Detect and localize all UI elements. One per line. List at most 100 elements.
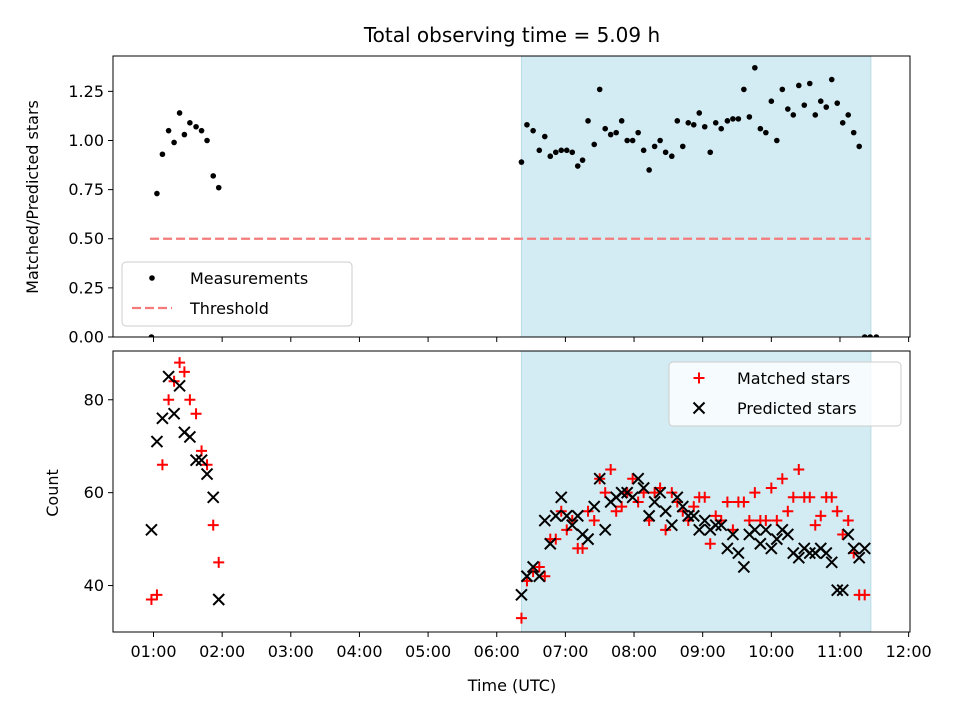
legend-label: Predicted stars [737, 399, 857, 418]
data-point [792, 551, 805, 564]
data-point [749, 487, 761, 499]
data-point [563, 147, 570, 154]
y-tick-label: 40 [84, 576, 104, 595]
axes-frame [112, 55, 911, 338]
data-point [668, 153, 675, 160]
data-point [704, 538, 716, 550]
data-point [842, 515, 854, 527]
data-point [196, 445, 208, 457]
data-point [657, 137, 663, 144]
data-point [579, 157, 586, 163]
x-tick-label: 10:00 [748, 642, 794, 661]
data-point [754, 537, 767, 550]
data-point [162, 370, 175, 383]
data-point [836, 583, 849, 597]
data-point [785, 106, 791, 112]
data-point [817, 98, 824, 104]
data-point [571, 509, 584, 523]
data-point [215, 184, 222, 191]
x-tick-label: 03:00 [268, 642, 314, 661]
data-point [566, 518, 579, 532]
data-point [873, 334, 880, 337]
data-point [850, 129, 857, 136]
data-point [787, 491, 799, 503]
data-point [646, 167, 652, 173]
data-point [602, 125, 609, 132]
data-point [538, 514, 552, 527]
data-point [648, 495, 661, 509]
data-point [812, 112, 819, 118]
data-point [665, 518, 678, 532]
y-axis-label-counts: Count [43, 469, 62, 517]
data-point [607, 131, 614, 138]
data-point [735, 116, 742, 122]
data-point [598, 523, 612, 537]
observing-window [520, 55, 872, 338]
legend-box [668, 361, 902, 427]
y-tick-label: 0.25 [68, 278, 104, 297]
data-point [737, 560, 751, 574]
data-point [699, 491, 711, 503]
data-point [651, 143, 658, 150]
data-point [782, 505, 794, 517]
data-point [757, 125, 764, 132]
data-point [599, 487, 611, 499]
data-point [825, 556, 838, 569]
data-point [779, 86, 786, 93]
data-point [759, 523, 773, 537]
data-point [823, 104, 830, 110]
data-point [746, 114, 753, 120]
data-point [596, 86, 603, 93]
data-point [154, 190, 160, 197]
data-point [698, 514, 711, 527]
data-point [569, 149, 576, 156]
data-point [856, 143, 863, 150]
data-point [585, 118, 591, 124]
data-point [842, 528, 855, 541]
data-point [828, 76, 835, 83]
x-tick-label: 06:00 [474, 642, 520, 661]
data-point [190, 408, 202, 420]
data-point [738, 496, 750, 508]
data-point [715, 518, 728, 532]
data-point [837, 528, 849, 540]
data-point [148, 334, 155, 337]
x-tick-label: 01:00 [130, 642, 176, 661]
data-point [724, 118, 731, 124]
y-tick-label: 0.75 [68, 180, 104, 199]
y-tick-label: 0.00 [68, 328, 104, 347]
data-point [770, 532, 784, 546]
data-point [624, 137, 630, 144]
data-point [524, 121, 530, 128]
data-point [629, 137, 636, 144]
data-point [520, 570, 534, 583]
data-point [847, 542, 860, 555]
data-point [635, 129, 641, 136]
data-point [730, 116, 736, 122]
data-point [171, 139, 177, 146]
data-point [820, 546, 833, 560]
data-point [696, 110, 703, 116]
data-point [189, 453, 203, 467]
data-point [165, 127, 172, 134]
data-point [765, 542, 778, 555]
axes-frame [112, 350, 911, 633]
data-point [558, 147, 565, 154]
legend-marker [149, 275, 155, 281]
y-axis-label-ratio: Matched/Predicted stars [23, 100, 42, 294]
data-point [809, 519, 821, 531]
data-point [560, 509, 573, 523]
data-point [187, 120, 193, 126]
data-point [591, 141, 598, 148]
data-point [145, 523, 158, 537]
data-point [574, 163, 581, 169]
data-point [640, 147, 647, 154]
data-point [743, 515, 755, 527]
data-point [726, 528, 740, 541]
data-point [682, 509, 695, 523]
data-point [515, 588, 528, 602]
data-point [156, 459, 168, 471]
y-tick-label: 1.00 [68, 131, 104, 150]
data-point [198, 127, 205, 134]
